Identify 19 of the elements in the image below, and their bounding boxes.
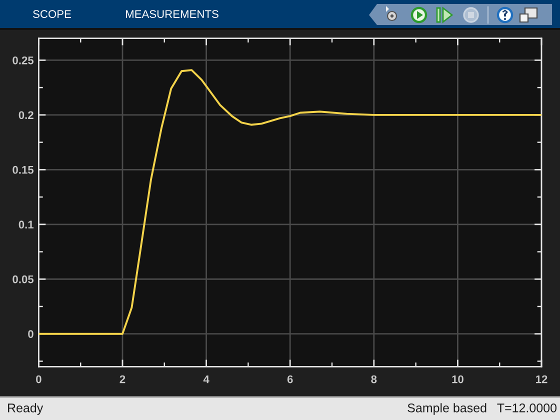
x-tick-label: 6	[287, 375, 293, 384]
x-tick-label: 0	[36, 375, 42, 384]
y-tick-label: 0.05	[12, 275, 34, 284]
x-tick-label: 2	[120, 375, 126, 384]
text: SCOPE	[33, 10, 71, 18]
line-series	[38, 69, 542, 335]
x-tick-label: 4	[203, 375, 210, 384]
y-tick-label: 0.25	[12, 56, 34, 64]
y-tick-label: 0.1	[18, 220, 34, 229]
x-tick-label: 12	[536, 375, 548, 384]
x-tick-label: 8	[371, 375, 377, 384]
text: T=12.0000	[497, 404, 557, 412]
text: Ready	[8, 403, 44, 415]
y-tick-label: 0	[28, 330, 34, 338]
x-tick-label: 10	[452, 375, 464, 384]
y-tick-label: 0.2	[18, 111, 34, 120]
text: MEASUREMENTS	[126, 10, 218, 18]
y-tick-label: 0.15	[12, 166, 34, 174]
text: Sample based	[408, 403, 486, 415]
